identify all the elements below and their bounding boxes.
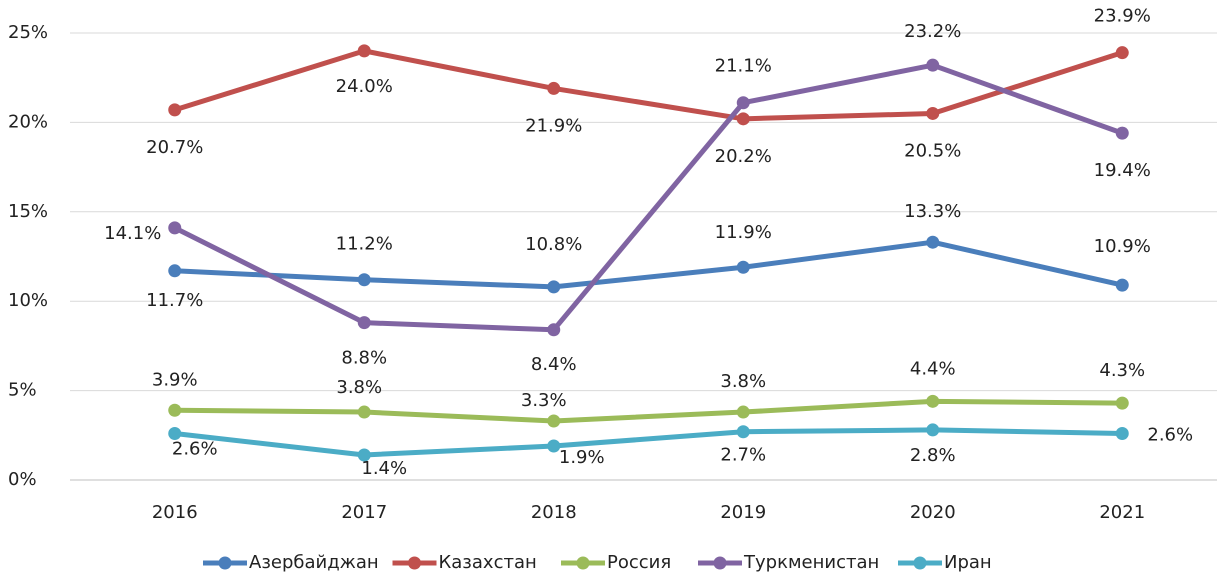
data-point [926, 423, 940, 437]
y-tick-label: 5% [8, 380, 37, 401]
data-point [168, 427, 182, 441]
data-label: 10.8% [525, 234, 582, 255]
y-tick-label: 10% [8, 290, 48, 311]
data-label: 2.8% [910, 445, 956, 466]
legend-label: Туркменистан [743, 552, 879, 573]
data-label: 20.7% [146, 137, 203, 158]
data-point [1115, 126, 1129, 140]
data-point [736, 260, 750, 274]
data-point [168, 103, 182, 117]
x-tick-label: 2019 [720, 502, 766, 523]
data-label: 21.1% [715, 56, 772, 77]
legend-marker [218, 556, 232, 570]
data-label: 21.9% [525, 115, 582, 136]
data-point [547, 323, 561, 337]
data-label: 23.9% [1094, 6, 1151, 27]
data-label: 20.2% [715, 146, 772, 167]
data-label: 24.0% [336, 76, 393, 97]
data-point [168, 221, 182, 235]
data-point [547, 280, 561, 294]
data-point [1115, 427, 1129, 441]
legend-label: Азербайджан [249, 552, 379, 573]
data-label: 20.5% [904, 140, 961, 161]
data-point [926, 58, 940, 72]
data-point [1115, 46, 1129, 60]
legend-marker [913, 556, 927, 570]
legend-label: Казахстан [439, 552, 537, 573]
data-label: 1.9% [559, 447, 605, 468]
data-point [547, 81, 561, 95]
data-point [736, 112, 750, 126]
x-tick-label: 2017 [341, 502, 387, 523]
data-label: 4.3% [1099, 360, 1145, 381]
data-label: 8.8% [341, 348, 387, 369]
data-point [168, 403, 182, 417]
data-label: 11.2% [336, 234, 393, 255]
data-point [357, 273, 371, 287]
data-label: 3.9% [152, 369, 198, 390]
data-label: 1.4% [361, 458, 407, 479]
data-point [168, 264, 182, 278]
data-label: 19.4% [1094, 160, 1151, 181]
data-point [547, 439, 561, 453]
data-label: 3.8% [336, 377, 382, 398]
x-tick-label: 2021 [1099, 502, 1145, 523]
x-tick-label: 2020 [910, 502, 956, 523]
data-point [1115, 396, 1129, 410]
legend-marker [713, 556, 727, 570]
data-point [547, 414, 561, 428]
data-point [736, 405, 750, 419]
series-line [174, 427, 1123, 458]
series-line [174, 48, 1124, 122]
legend-label: Иран [944, 552, 992, 573]
data-label: 8.4% [531, 354, 577, 375]
data-point [736, 425, 750, 439]
y-tick-label: 15% [8, 201, 48, 222]
data-label: 2.6% [1147, 425, 1193, 446]
data-label: 23.2% [904, 21, 961, 42]
data-label: 13.3% [904, 201, 961, 222]
data-point [926, 394, 940, 408]
legend-label: Россия [607, 552, 671, 573]
series-line [174, 398, 1123, 424]
data-label: 2.7% [720, 445, 766, 466]
x-tick-label: 2018 [531, 502, 577, 523]
legend-marker [576, 556, 590, 570]
data-point [926, 106, 940, 120]
data-point [357, 44, 371, 58]
data-label: 14.1% [104, 223, 161, 244]
y-tick-label: 0% [8, 469, 37, 490]
data-point [926, 235, 940, 249]
data-point [357, 316, 371, 330]
legend-marker [408, 556, 421, 570]
series-line [173, 62, 1124, 333]
data-point [357, 448, 371, 462]
data-label: 4.4% [910, 358, 956, 379]
data-label: 3.8% [720, 371, 766, 392]
y-tick-label: 20% [8, 111, 48, 132]
data-point [736, 96, 750, 110]
y-tick-label: 25% [8, 22, 48, 43]
data-label: 11.7% [146, 290, 203, 311]
data-label: 2.6% [172, 439, 218, 460]
series-line [174, 239, 1123, 290]
data-label: 3.3% [521, 390, 567, 411]
data-point [1115, 278, 1129, 292]
data-label: 11.9% [715, 222, 772, 243]
data-label: 10.9% [1094, 236, 1151, 257]
x-tick-label: 2016 [152, 502, 198, 523]
data-point [357, 405, 371, 419]
